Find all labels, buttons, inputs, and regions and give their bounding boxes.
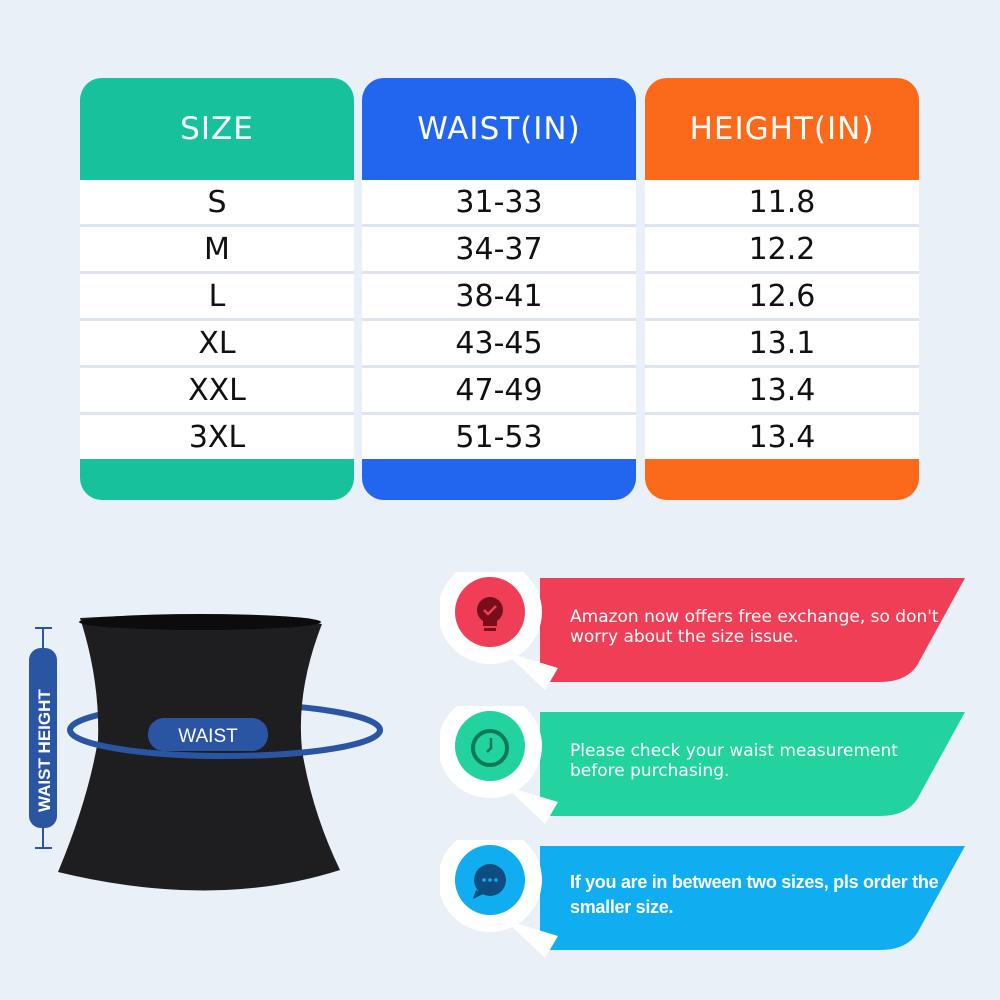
- table-cell: 51-53: [362, 415, 636, 459]
- note-banner: Please check your waist measurement befo…: [440, 706, 970, 824]
- waist-label: WAIST: [178, 726, 238, 747]
- table-cell: 31-33: [362, 180, 636, 224]
- note-text: Please check your waist measurement befo…: [570, 741, 898, 781]
- waist-belt-diagram: WAIST HEIGHT WAIST: [29, 614, 383, 891]
- table-cell: XL: [80, 321, 354, 365]
- table-cell: 43-45: [362, 321, 636, 365]
- table-cell: 11.8: [645, 180, 919, 224]
- table-cell: XXL: [80, 368, 354, 412]
- ring-front: [67, 729, 383, 759]
- table-cell: S: [80, 180, 354, 224]
- note-text: If you are in between two sizes, pls ord…: [570, 872, 939, 917]
- waist-column: WAIST(IN) 31-33 34-37 38-41 43-45 47-49 51-53: [362, 78, 636, 500]
- banner-shape: [540, 578, 965, 682]
- lightbulb-check-icon: [477, 597, 503, 631]
- column-header: SIZE: [180, 111, 254, 147]
- table-cell: M: [80, 227, 354, 271]
- note-banner: If you are in between two sizes, pls ord…: [440, 840, 970, 958]
- column-header: HEIGHT(IN): [689, 111, 875, 147]
- table-cell: 12.2: [645, 227, 919, 271]
- height-column: HEIGHT(IN) 11.8 12.2 12.6 13.1 13.4 13.4: [645, 78, 919, 500]
- table-cell: 34-37: [362, 227, 636, 271]
- waist-height-label: WAIST HEIGHT: [35, 689, 54, 812]
- clock-icon: [471, 729, 509, 767]
- table-cell: 13.4: [645, 415, 919, 459]
- note-banner: Amazon now offers free exchange, so don'…: [440, 572, 970, 690]
- table-cell: 47-49: [362, 368, 636, 412]
- note-text: Amazon now offers free exchange, so don'…: [570, 607, 939, 647]
- column-header: WAIST(IN): [417, 111, 581, 147]
- table-cell: L: [80, 274, 354, 318]
- banner-shape: [540, 846, 965, 950]
- table-cell: 3XL: [80, 415, 354, 459]
- banner-shape: [540, 712, 965, 816]
- table-cell: 13.4: [645, 368, 919, 412]
- table-cell: 38-41: [362, 274, 636, 318]
- table-cell: 12.6: [645, 274, 919, 318]
- size-column: SIZE S M L XL XXL 3XL: [80, 78, 354, 500]
- chat-bubble-icon: [473, 864, 506, 899]
- table-cell: 13.1: [645, 321, 919, 365]
